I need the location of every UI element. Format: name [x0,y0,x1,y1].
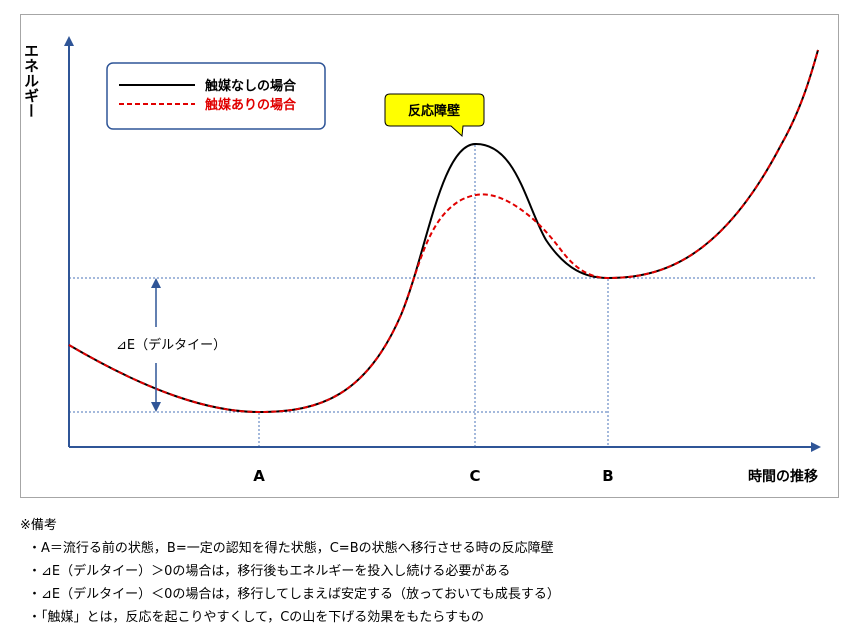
note-item-1: A＝流行る前の状態，B=一定の認知を得た状態，C=Bの状態へ移行させる時の反応障… [20,537,840,560]
point-label-c: C [469,467,480,485]
callout-reaction-barrier: 反応障壁 [384,93,485,138]
legend-label-with-catalyst: 触媒ありの場合 [204,97,297,113]
point-label-b: B [602,467,613,485]
note-item-2: ⊿E（デルタイー）＞0の場合は，移行後もエネルギーを投入し続ける必要がある [20,560,840,583]
delta-label: ⊿E（デルタイー） [116,337,226,353]
legend: 触媒なしの場合 触媒ありの場合 [106,62,326,130]
y-axis-label: エネルギー [22,43,40,118]
curve-with-catalyst [68,49,819,414]
note-item-3: ⊿E（デルタイー）＜0の場合は，移行してしまえば安定する（放っておいても成長する… [20,583,840,606]
notes-title: ※備考 [20,518,57,533]
callout-text: 反応障壁 [408,103,460,119]
diagram-frame: ⊿E（デルタイー） 触媒なしの場合 触媒ありの場合 反応障壁 エネルギー A C… [20,14,839,498]
energy-diagram: ⊿E（デルタイー） 触媒なしの場合 触媒ありの場合 反応障壁 エネルギー A C… [22,36,821,485]
notes-section: ※備考 A＝流行る前の状態，B=一定の認知を得た状態，C=Bの状態へ移行させる時… [20,514,840,629]
x-axis-label: 時間の推移 [748,468,818,485]
note-item-4: 「触媒」とは，反応を起こりやすくして，Cの山を下げる効果をもたらすもの [20,606,840,629]
legend-label-no-catalyst: 触媒なしの場合 [204,78,297,94]
point-label-a: A [253,467,265,485]
